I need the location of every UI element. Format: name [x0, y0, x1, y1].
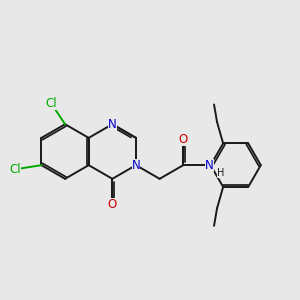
- Text: Cl: Cl: [10, 163, 21, 176]
- Text: Cl: Cl: [46, 97, 57, 110]
- Text: O: O: [108, 198, 117, 211]
- Text: N: N: [205, 159, 213, 172]
- Text: O: O: [178, 133, 188, 146]
- Text: N: N: [132, 159, 140, 172]
- Text: N: N: [108, 118, 117, 131]
- Text: H: H: [218, 168, 225, 178]
